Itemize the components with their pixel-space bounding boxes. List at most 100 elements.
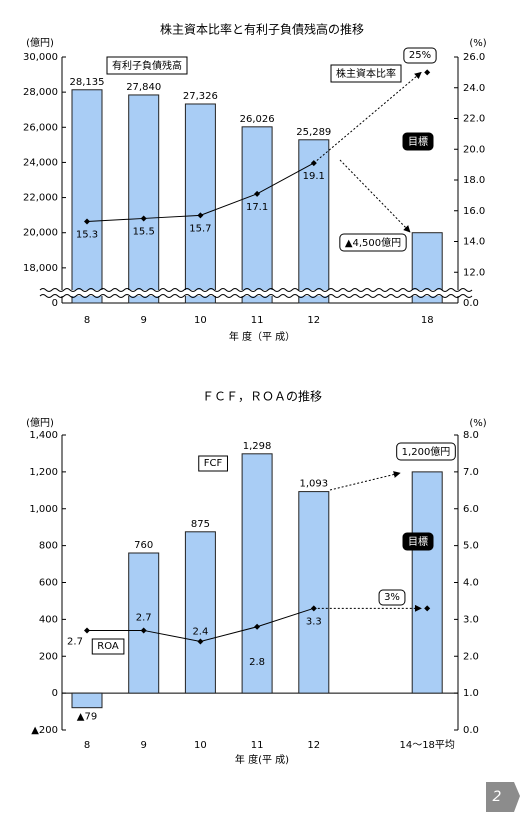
x-tick-label: 8	[84, 315, 90, 326]
y2-tick-label: 20.0	[463, 144, 485, 155]
y2-tick-label: 8.0	[463, 430, 479, 441]
y-axis-label: (億円)	[26, 416, 54, 429]
page-tab	[486, 782, 520, 812]
y2-tick-label: 18.0	[463, 175, 485, 186]
callout-label: 3%	[384, 592, 400, 603]
callout-label: 25%	[409, 50, 431, 61]
line-marker	[254, 190, 261, 197]
x-tick-label: 18	[421, 315, 434, 326]
target-badge: 目標	[408, 535, 428, 548]
x-tick-label: 8	[84, 740, 90, 751]
y-tick-label: 0	[52, 298, 58, 309]
x-axis-label: 年 度(平 成)	[235, 753, 289, 766]
y2-tick-label: 24.0	[463, 83, 485, 94]
value-label: 1,093	[299, 479, 328, 490]
page-number: 2	[493, 789, 502, 805]
y2-tick-label: 16.0	[463, 206, 485, 217]
line-marker	[424, 69, 431, 76]
y2-axis-label: (%)	[469, 38, 486, 49]
annotation-box	[339, 233, 407, 252]
x-axis-label: 年 度（平 成）	[229, 330, 295, 343]
series-label-box	[198, 455, 228, 472]
bar	[411, 471, 443, 694]
value-label: 875	[191, 519, 210, 530]
line-marker	[424, 605, 431, 612]
x-tick-label: 10	[194, 315, 207, 326]
y-tick-label: 200	[39, 651, 58, 662]
x-tick-label: 11	[251, 315, 264, 326]
y-tick-label: 26,000	[23, 122, 58, 133]
line-marker	[84, 218, 90, 225]
callout-label-box	[403, 47, 437, 64]
line-marker	[310, 605, 317, 612]
y-tick-label: 800	[39, 541, 58, 552]
target-badge-box	[402, 132, 434, 151]
bar	[241, 126, 273, 304]
y2-tick-label: 22.0	[463, 114, 485, 125]
y2-tick-label: 5.0	[463, 541, 479, 552]
series-label-box	[106, 56, 188, 75]
y-tick-label: 30,000	[23, 52, 58, 63]
line-marker	[197, 638, 204, 645]
chart-title: ＦＣＦ，ＲＯＡの推移	[202, 390, 322, 404]
y2-tick-label: 3.0	[463, 614, 479, 625]
chart-title: 株主資本比率と有利子負債残高の推移	[160, 22, 364, 37]
value-label: 2.4	[192, 627, 208, 638]
y-tick-label: 600	[39, 578, 58, 589]
value-label: 760	[134, 540, 153, 551]
value-label: ▲79	[77, 712, 97, 723]
series-label: ROA	[97, 641, 119, 652]
x-tick-label: 12	[307, 315, 320, 326]
y2-tick-label: 4.0	[463, 578, 479, 589]
projection-arrow	[329, 471, 401, 491]
value-label: 19.1	[303, 171, 325, 182]
bar	[71, 89, 103, 304]
y2-tick-label: 6.0	[463, 504, 479, 515]
value-label: 17.1	[246, 202, 268, 213]
y-axis-label: (億円)	[26, 36, 54, 49]
target-badge: 目標	[408, 135, 428, 148]
annotation: ▲4,500億円	[345, 236, 401, 249]
y-tick-label: 20,000	[23, 228, 58, 239]
x-tick-label: 9	[141, 740, 147, 751]
callout-label-box	[396, 442, 456, 461]
series-label-box	[91, 638, 125, 655]
value-label: 26,026	[240, 114, 275, 125]
series-label-box	[330, 64, 402, 83]
value-label: 15.3	[76, 230, 98, 241]
line-marker	[140, 627, 147, 634]
line-marker	[84, 627, 90, 634]
x-tick-label: 10	[194, 740, 207, 751]
series-label: 有利子負債残高	[112, 59, 182, 72]
y2-axis-label: (%)	[469, 418, 486, 429]
y-tick-label: 1,000	[29, 504, 58, 515]
y-tick-label: ▲200	[31, 725, 58, 736]
bar	[298, 491, 330, 694]
line-marker	[140, 215, 147, 222]
value-label: 2.7	[136, 612, 152, 623]
y2-tick-label: 12.0	[463, 267, 485, 278]
series-label: FCF	[204, 458, 223, 469]
y2-tick-label: 1.0	[463, 688, 479, 699]
value-label: 2.8	[249, 657, 265, 668]
y2-tick-label: 0.0	[463, 298, 479, 309]
value-label: 28,135	[70, 77, 105, 88]
projection-arrow	[339, 159, 411, 233]
y2-tick-label: 2.0	[463, 651, 479, 662]
target-badge-box	[402, 532, 434, 551]
bar	[128, 552, 160, 694]
x-tick-label: 11	[251, 740, 264, 751]
value-label: 3.3	[306, 616, 322, 627]
y2-tick-label: 0.0	[463, 725, 479, 736]
x-tick-label: 12	[307, 740, 320, 751]
value-label: 1,298	[243, 441, 272, 452]
x-tick-label: 9	[141, 315, 147, 326]
value-label: 2.7	[67, 636, 83, 647]
bar	[128, 94, 160, 304]
bar	[184, 103, 216, 304]
y2-tick-label: 26.0	[463, 52, 485, 63]
bar	[71, 692, 103, 709]
bar	[241, 453, 273, 694]
bar	[184, 531, 216, 694]
